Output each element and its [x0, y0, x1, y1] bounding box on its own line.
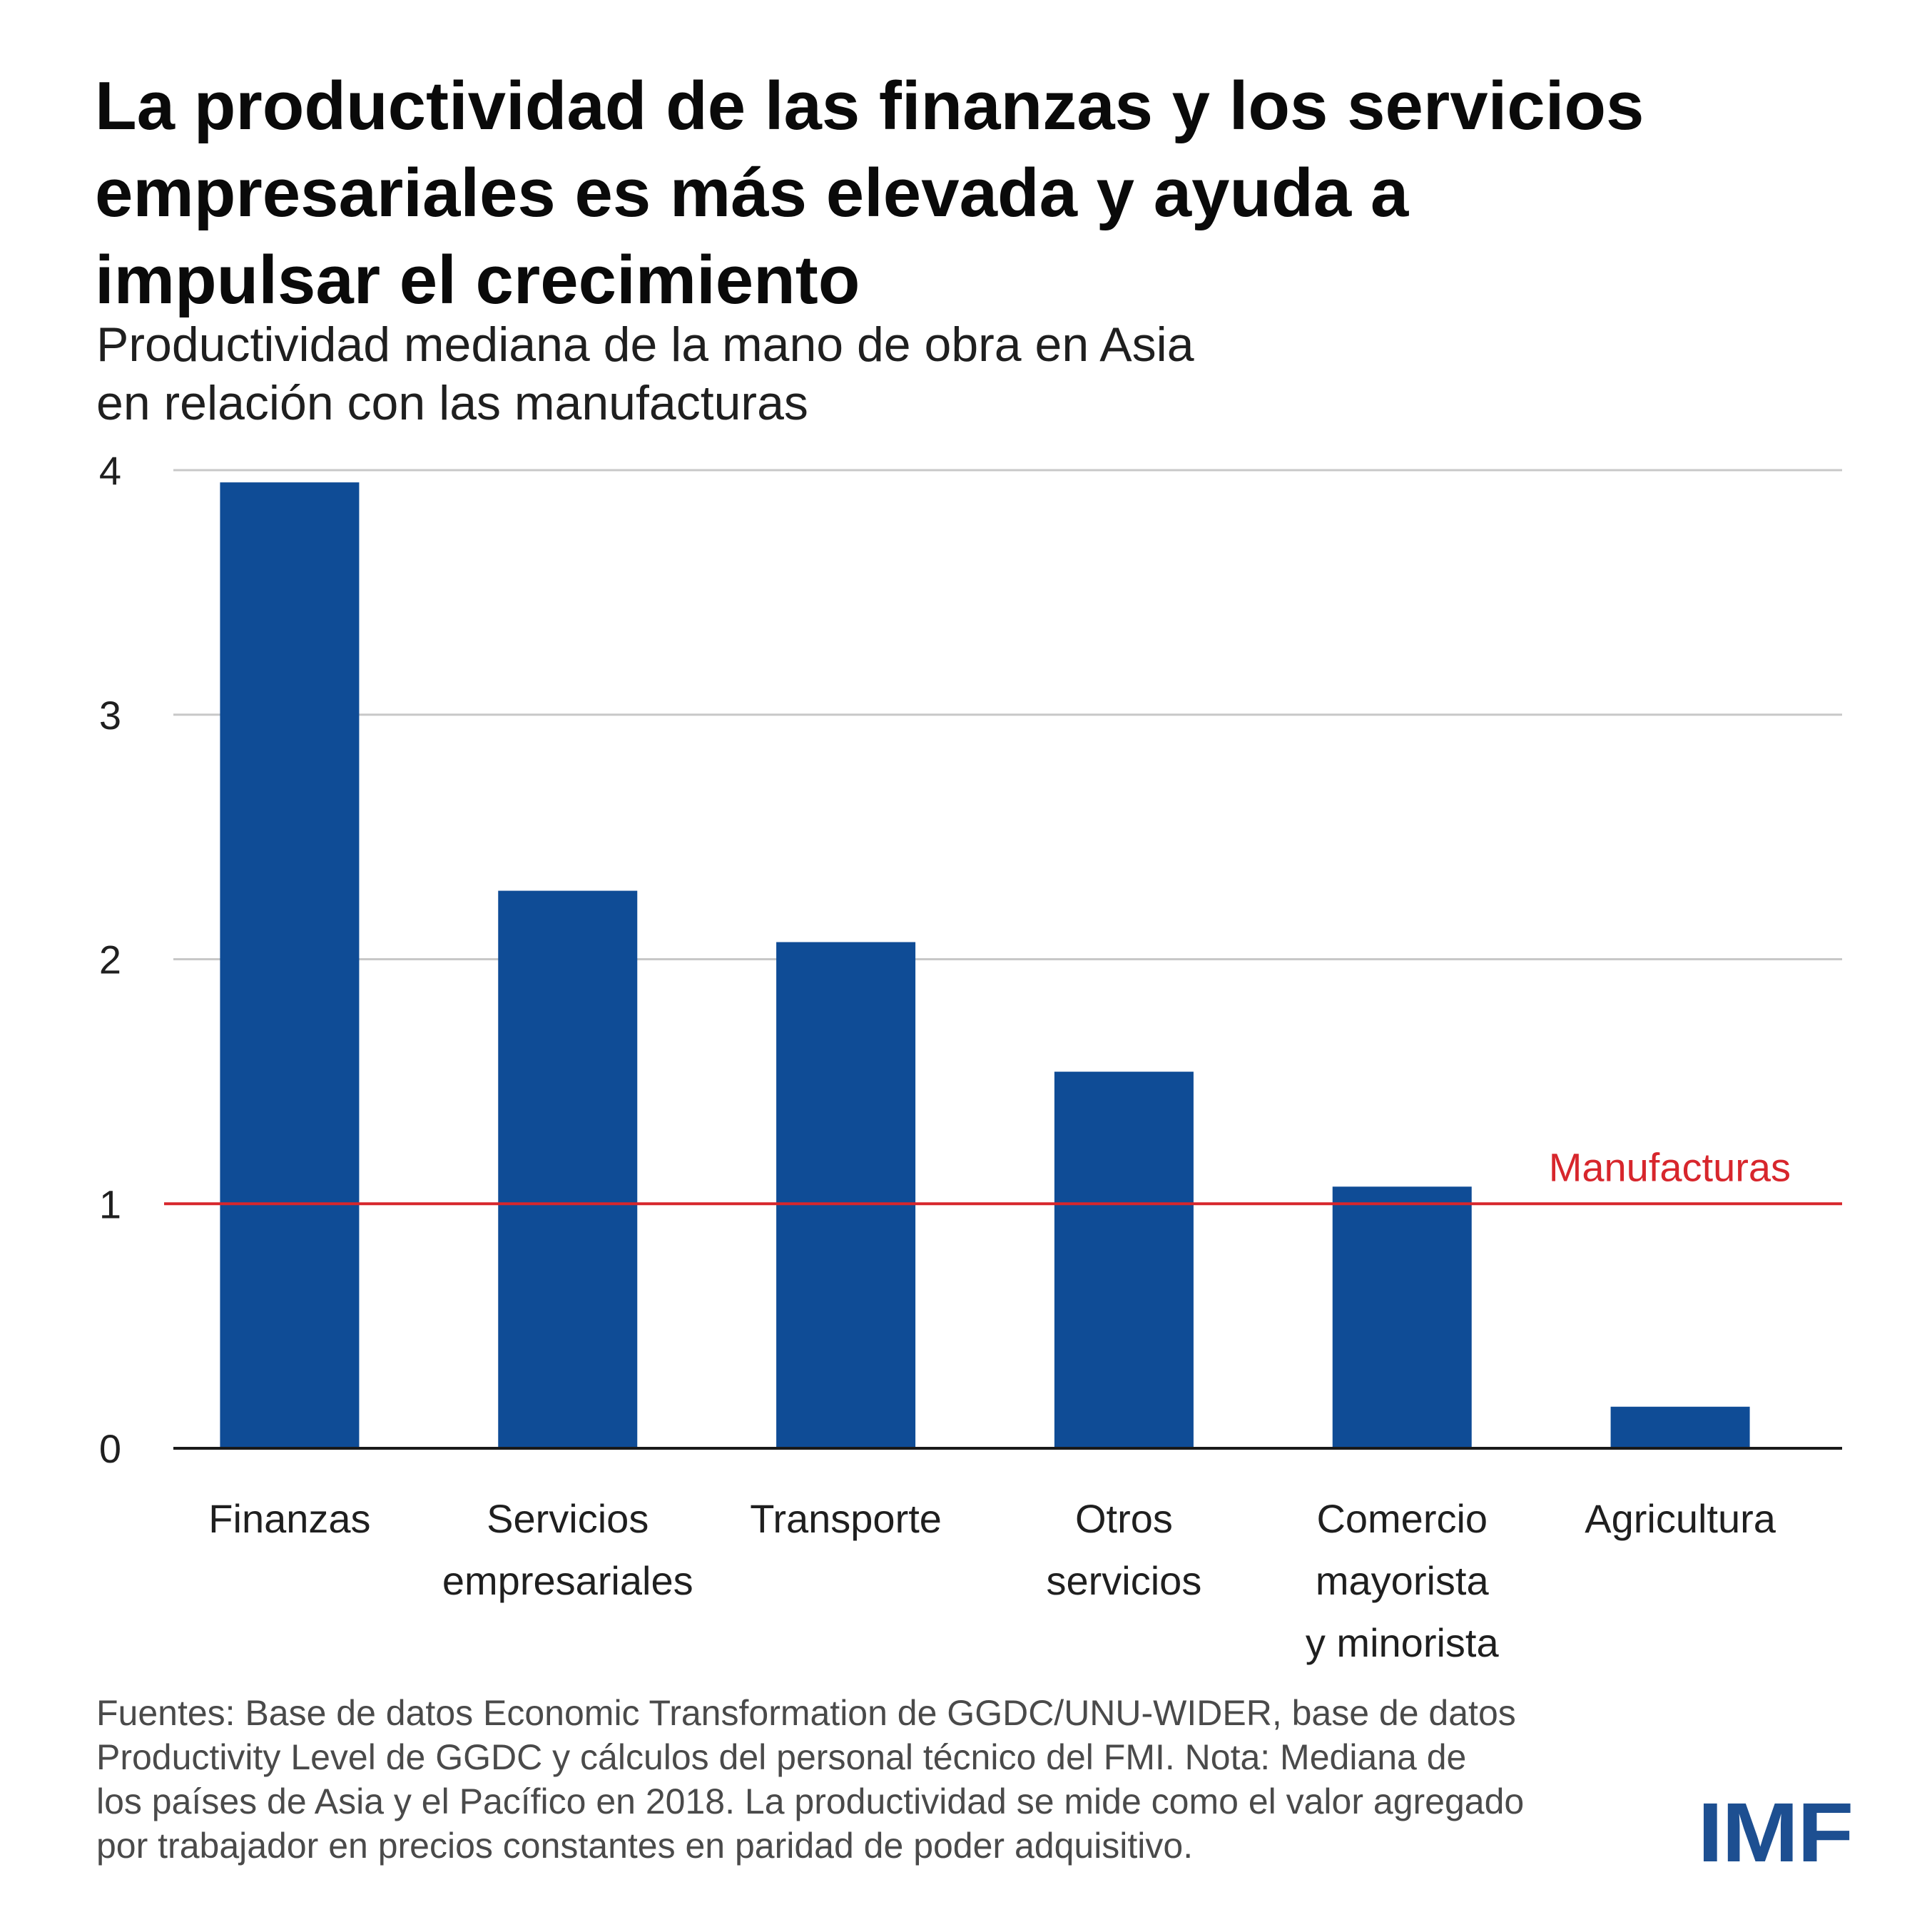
- source-note-line-1: Fuentes: Base de datos Economic Transfor…: [96, 1693, 1516, 1733]
- y-tick-label: 3: [99, 693, 121, 738]
- y-tick-label: 2: [99, 937, 121, 982]
- x-tick-label: empresariales: [442, 1558, 693, 1603]
- source-note-line-4: por trabajador en precios constantes en …: [96, 1826, 1194, 1866]
- gridlines: [173, 469, 1842, 1205]
- title-line-3: impulsar el crecimiento: [95, 242, 860, 318]
- x-tick-label: Servicios: [487, 1496, 649, 1541]
- bar-chart: Manufacturas 0 1 2 3 4 Finanzas Servicios empre…: [99, 448, 1842, 1665]
- source-note: Fuentes: Base de datos Economic Transfor…: [96, 1691, 1524, 1868]
- bar-3: [1054, 1072, 1194, 1448]
- bar-0: [220, 482, 360, 1449]
- y-tick-label: 0: [99, 1426, 121, 1471]
- title-line-2: empresariales es más elevada y ayuda a: [95, 155, 1409, 231]
- bar-1: [498, 890, 638, 1448]
- x-tick-label: Finanzas: [208, 1496, 370, 1541]
- bar-4: [1332, 1186, 1472, 1448]
- x-tick-label: mayorista: [1316, 1558, 1490, 1603]
- x-tick-label: Agricultura: [1585, 1496, 1776, 1541]
- subtitle-line-2: en relación con las manufacturas: [96, 376, 808, 430]
- x-tick-label: servicios: [1047, 1558, 1202, 1603]
- subtitle-line-1: Productividad mediana de la mano de obra…: [96, 317, 1194, 372]
- y-tick-label: 1: [99, 1181, 121, 1226]
- source-note-line-2: Productivity Level de GGDC y cálculos de…: [96, 1737, 1467, 1777]
- y-tick-label: 4: [99, 448, 121, 493]
- source-note-line-3: los países de Asia y el Pacífico en 2018…: [96, 1781, 1525, 1821]
- labels: 0 1 2 3 4 Finanzas Servicios empresariales Trans…: [99, 448, 1776, 1665]
- bar-5: [1610, 1406, 1750, 1448]
- imf-logo: IMF: [1697, 1786, 1854, 1880]
- bars: [220, 482, 1750, 1449]
- x-tick-label: Transporte: [750, 1496, 942, 1541]
- chart-subtitle: Productividad mediana de la mano de obra…: [96, 315, 1194, 432]
- title-line-1: La productividad de las finanzas y los s…: [95, 68, 1644, 144]
- reference-line-label: Manufacturas: [1549, 1144, 1791, 1189]
- reference-line-group: Manufacturas: [164, 1144, 1842, 1206]
- x-tick-label: y minorista: [1306, 1620, 1500, 1665]
- x-tick-label: Otros: [1075, 1496, 1173, 1541]
- x-tick-label: Comercio: [1316, 1496, 1488, 1541]
- chart-title: La productividad de las finanzas y los s…: [95, 63, 1864, 324]
- bar-2: [776, 942, 916, 1448]
